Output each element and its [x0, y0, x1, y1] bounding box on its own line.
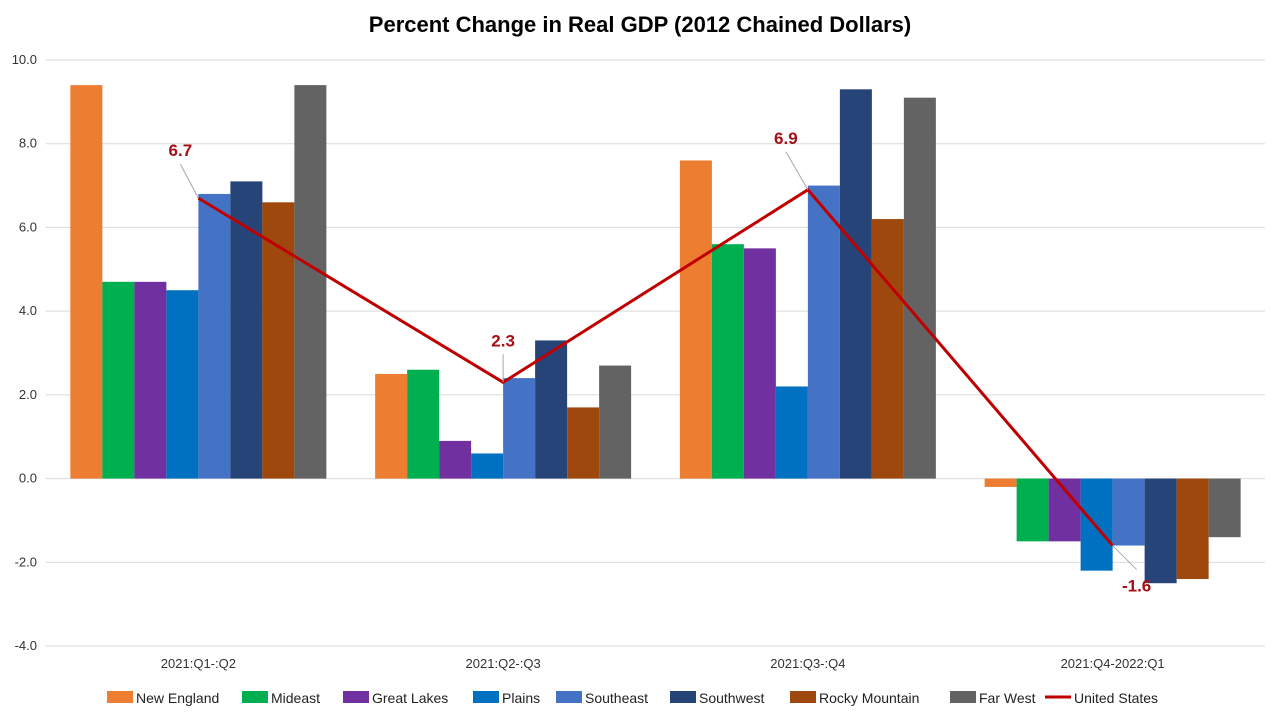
bar-new-england — [70, 85, 103, 479]
bar-southeast — [503, 378, 536, 479]
bar-southwest — [230, 181, 263, 479]
us-data-label: -1.6 — [1122, 577, 1151, 596]
bar-mideast — [102, 281, 135, 479]
bar-rocky-mountain — [567, 407, 600, 479]
bar-new-england — [679, 160, 712, 479]
bar-plains — [471, 453, 504, 479]
bar-rocky-mountain — [262, 202, 295, 479]
legend-label: Southeast — [585, 690, 648, 706]
us-data-label: 6.9 — [774, 129, 798, 148]
y-tick-label: 2.0 — [19, 387, 37, 402]
x-category-label: 2021:Q2-:Q3 — [466, 656, 541, 671]
bar-far-west — [903, 97, 936, 479]
bar-southeast — [1112, 478, 1145, 546]
y-tick-label: 8.0 — [19, 136, 37, 151]
data-label-leader — [785, 151, 809, 191]
bar-far-west — [294, 85, 327, 479]
data-label-leader — [1112, 545, 1137, 570]
bar-far-west — [1208, 478, 1241, 538]
bar-new-england — [984, 478, 1017, 487]
x-category-label: 2021:Q4-2022:Q1 — [1061, 656, 1165, 671]
y-tick-label: 0.0 — [19, 471, 37, 486]
legend-label: Plains — [502, 690, 540, 706]
y-tick-label: -2.0 — [15, 554, 37, 569]
y-tick-label: 10.0 — [12, 52, 37, 67]
bar-mideast — [1016, 478, 1049, 542]
legend-swatch — [107, 691, 133, 703]
bar-great-lakes — [439, 440, 472, 479]
bars — [70, 85, 1241, 584]
bar-southwest — [1144, 478, 1177, 584]
legend-swatch — [473, 691, 499, 703]
us-data-label: 6.7 — [169, 141, 193, 160]
y-tick-label: 6.0 — [19, 219, 37, 234]
bar-mideast — [711, 244, 744, 479]
bar-southwest — [839, 89, 872, 479]
legend-label: New England — [136, 690, 219, 706]
bar-mideast — [407, 369, 440, 479]
bar-rocky-mountain — [871, 219, 904, 479]
legend-label: Rocky Mountain — [819, 690, 919, 706]
x-category-label: 2021:Q1-:Q2 — [161, 656, 236, 671]
bar-plains — [775, 386, 808, 479]
bar-southeast — [198, 193, 231, 479]
axes: -4.0 -2.0 0.0 2.0 4.0 6.0 8.0 10.0 2021:Q1-:Q2 20… — [12, 52, 1165, 671]
us-line: 6.7 2.3 6.9 -1.6 — [169, 129, 1152, 596]
legend-label: Far West — [979, 690, 1036, 706]
legend-swatch — [950, 691, 976, 703]
legend-swatch — [556, 691, 582, 703]
us-series-line — [197, 187, 1114, 547]
y-tick-label: 4.0 — [19, 303, 37, 318]
legend-swatch — [343, 691, 369, 703]
bar-great-lakes — [743, 248, 776, 479]
data-label-leader — [179, 163, 199, 199]
y-tick-label: -4.0 — [15, 638, 37, 653]
bar-southeast — [807, 185, 840, 479]
legend-swatch — [242, 691, 268, 703]
legend-label: Southwest — [699, 690, 764, 706]
us-data-label: 2.3 — [491, 331, 515, 350]
legend-swatch — [670, 691, 696, 703]
bar-southwest — [535, 340, 568, 479]
bar-new-england — [375, 373, 408, 479]
x-category-label: 2021:Q3-:Q4 — [770, 656, 845, 671]
legend-swatch — [790, 691, 816, 703]
legend-label: Mideast — [271, 690, 320, 706]
bar-great-lakes — [134, 281, 167, 479]
chart-title: Percent Change in Real GDP (2012 Chained… — [368, 12, 912, 37]
legend-label: United States — [1074, 690, 1158, 706]
legend-label: Great Lakes — [372, 690, 448, 706]
legend: New England Mideast Great Lakes Plains South… — [107, 690, 1158, 706]
bar-plains — [166, 290, 199, 479]
bar-far-west — [599, 365, 632, 479]
bar-rocky-mountain — [1176, 478, 1209, 580]
